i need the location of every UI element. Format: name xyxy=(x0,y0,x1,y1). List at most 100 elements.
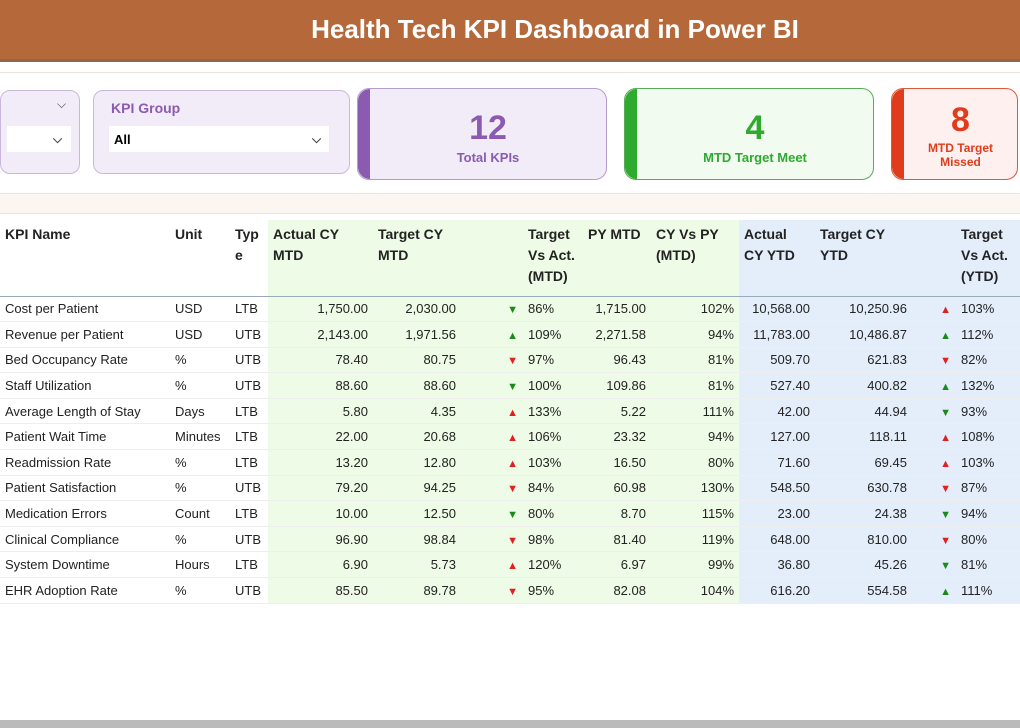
type: UTB xyxy=(230,577,268,604)
actual-cy-mtd: 85.50 xyxy=(268,577,373,604)
chevron-down-icon[interactable]: ⌵ xyxy=(57,97,67,111)
cy-vs-py-mtd: 102% xyxy=(651,296,739,323)
target-vs-act-ytd: 87% xyxy=(956,475,1020,502)
kpi-name: Revenue per Patient xyxy=(0,321,170,348)
target-cy-mtd: 4.35 xyxy=(373,398,461,425)
target-cy-ytd: 69.45 xyxy=(815,449,912,476)
table-row[interactable]: Cost per Patient USD LTB 1,750.00 2,030.00 ▼ 8… xyxy=(0,296,1020,323)
kpi-name: Average Length of Stay xyxy=(0,398,170,425)
ytd-status: ▲ xyxy=(912,372,956,399)
target-cy-ytd: 10,486.87 xyxy=(815,321,912,348)
actual-cy-ytd: 509.70 xyxy=(739,347,815,374)
unit: % xyxy=(170,475,230,502)
slicer-kpi-group[interactable]: KPI Group All ⌵ xyxy=(93,90,350,174)
table-row[interactable]: Medication Errors Count LTB 10.00 12.50 ▼ 80% 8… xyxy=(0,500,1020,527)
table-row[interactable]: EHR Adoption Rate% UTB 85.50 89.78 ▼ 95% 82.08… xyxy=(0,577,1020,604)
triangle-down-icon: ▼ xyxy=(940,406,951,419)
type: UTB xyxy=(230,372,268,399)
target-vs-act-ytd: 82% xyxy=(956,347,1020,374)
column-header[interactable]: PY MTD xyxy=(583,220,651,297)
target-vs-act-mtd: 103% xyxy=(523,449,583,476)
table-row[interactable]: System Downtime Hours LTB 6.90 5.73 ▲ 120% 6.97… xyxy=(0,551,1020,579)
target-cy-ytd: 621.83 xyxy=(815,347,912,374)
ytd-status: ▲ xyxy=(912,449,956,476)
card-value: 12 xyxy=(469,109,507,147)
cy-vs-py-mtd: 80% xyxy=(651,449,739,476)
table-row[interactable]: Revenue per Patient USD UTB 2,143.00 1,971.5… xyxy=(0,321,1020,348)
table-row[interactable]: Average Length of Stay Days LTB 5.80 4.35 ▲ 13… xyxy=(0,398,1020,425)
slicer-1-dropdown[interactable]: ⌵ xyxy=(7,126,71,152)
kpi-name: Patient Satisfaction xyxy=(0,475,170,502)
divider-band xyxy=(0,194,1020,214)
mtd-status: ▼ xyxy=(461,577,523,604)
kpi-name: Bed Occupancy Rate xyxy=(0,347,170,374)
actual-cy-mtd: 1,750.00 xyxy=(268,296,373,323)
kpi-table: KPI Name Unit Type Actual CY MTD Target CY M… xyxy=(0,220,1020,604)
actual-cy-mtd: 10.00 xyxy=(268,500,373,527)
actual-cy-ytd: 23.00 xyxy=(739,500,815,527)
card-value: 8 xyxy=(951,101,970,139)
triangle-down-icon: ▼ xyxy=(507,534,518,547)
type: LTB xyxy=(230,398,268,425)
target-vs-act-mtd: 109% xyxy=(523,321,583,348)
cy-vs-py-mtd: 81% xyxy=(651,372,739,399)
target-vs-act-ytd: 93% xyxy=(956,398,1020,425)
mtd-status: ▼ xyxy=(461,500,523,527)
target-vs-act-ytd: 108% xyxy=(956,423,1020,451)
kpi-name: Clinical Compliance xyxy=(0,526,170,553)
target-vs-act-ytd: 103% xyxy=(956,449,1020,476)
py-mtd: 81.40 xyxy=(583,526,651,553)
column-header[interactable] xyxy=(912,220,956,297)
table-row[interactable]: Patient Satisfaction% UTB 79.20 94.25 ▼ 84% 60… xyxy=(0,475,1020,502)
unit: USD xyxy=(170,296,230,323)
table-row[interactable]: Staff Utilization% UTB 88.60 88.60 ▼ 100% 109.… xyxy=(0,372,1020,399)
column-header[interactable]: Target Vs Act. (MTD) xyxy=(523,220,583,297)
table-row[interactable]: Clinical Compliance% UTB 96.90 98.84 ▼ 98% 81.… xyxy=(0,526,1020,553)
cy-vs-py-mtd: 111% xyxy=(651,398,739,425)
triangle-down-icon: ▼ xyxy=(940,534,951,547)
triangle-down-icon: ▼ xyxy=(507,585,518,598)
column-header[interactable]: KPI Name xyxy=(0,220,170,297)
unit: Hours xyxy=(170,551,230,579)
table-row[interactable]: Readmission Rate% LTB 13.20 12.80 ▲ 103% 16.50… xyxy=(0,449,1020,476)
column-header[interactable]: Actual CY MTD xyxy=(268,220,373,297)
kpi-group-dropdown[interactable]: All ⌵ xyxy=(109,126,329,152)
triangle-up-icon: ▲ xyxy=(507,406,518,419)
target-vs-act-mtd: 120% xyxy=(523,551,583,579)
column-header[interactable] xyxy=(461,220,523,297)
column-header[interactable]: Target CY YTD xyxy=(815,220,912,297)
column-header[interactable]: Target CY MTD xyxy=(373,220,461,297)
unit: % xyxy=(170,577,230,604)
column-header[interactable]: Target Vs Act. (YTD) xyxy=(956,220,1020,297)
slicer-label: KPI Group xyxy=(111,100,181,116)
unit: Count xyxy=(170,500,230,527)
title-bar: Health Tech KPI Dashboard in Power BI xyxy=(0,0,1020,62)
ytd-status: ▼ xyxy=(912,526,956,553)
scrollbar[interactable] xyxy=(0,720,1020,728)
target-cy-mtd: 89.78 xyxy=(373,577,461,604)
cy-vs-py-mtd: 94% xyxy=(651,423,739,451)
card-accent xyxy=(892,89,904,179)
kpi-card: 12 Total KPIs xyxy=(357,88,607,180)
kpi-name: Patient Wait Time xyxy=(0,423,170,451)
target-vs-act-mtd: 86% xyxy=(523,296,583,323)
table-row[interactable]: Bed Occupancy Rate% UTB 78.40 80.75 ▼ 97% 96.4… xyxy=(0,347,1020,374)
column-header[interactable]: CY Vs PY (MTD) xyxy=(651,220,739,297)
kpi-name: Readmission Rate xyxy=(0,449,170,476)
column-header[interactable]: Type xyxy=(230,220,268,297)
slicer-1[interactable]: ⌵ ⌵ xyxy=(0,90,80,174)
table-row[interactable]: Patient Wait Time Minutes LTB 22.00 20.68 ▲ 10… xyxy=(0,423,1020,451)
chevron-down-icon[interactable]: ⌵ xyxy=(53,132,63,146)
py-mtd: 82.08 xyxy=(583,577,651,604)
mtd-status: ▲ xyxy=(461,449,523,476)
actual-cy-mtd: 5.80 xyxy=(268,398,373,425)
target-vs-act-mtd: 100% xyxy=(523,372,583,399)
mtd-status: ▼ xyxy=(461,475,523,502)
triangle-down-icon: ▼ xyxy=(507,483,518,496)
cy-vs-py-mtd: 130% xyxy=(651,475,739,502)
column-header[interactable]: Actual CY YTD xyxy=(739,220,815,297)
column-header[interactable]: Unit xyxy=(170,220,230,297)
py-mtd: 60.98 xyxy=(583,475,651,502)
ytd-status: ▲ xyxy=(912,296,956,323)
type: LTB xyxy=(230,449,268,476)
